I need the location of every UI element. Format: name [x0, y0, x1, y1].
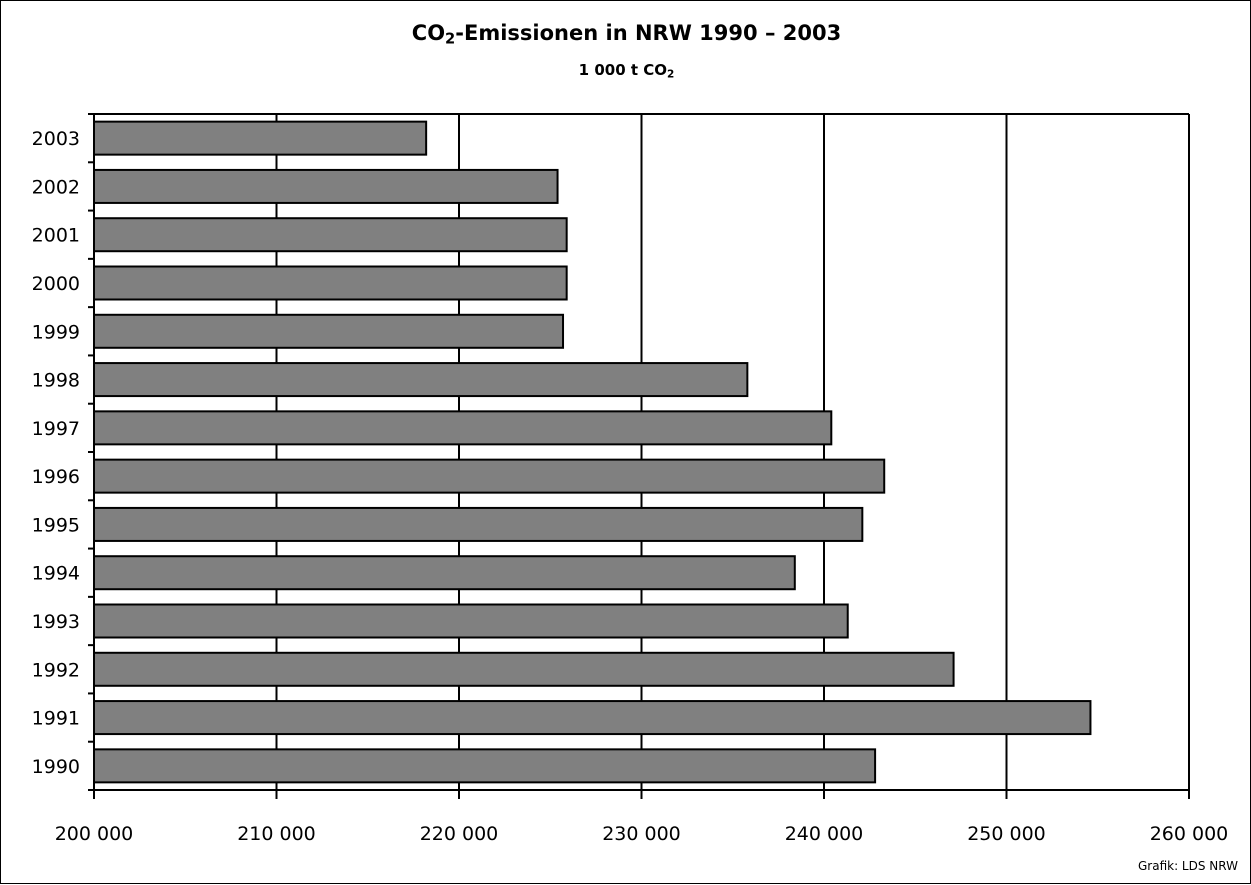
y-tick-label: 1998 — [32, 370, 80, 392]
y-tick-label: 1991 — [32, 708, 80, 730]
bar-1991 — [93, 700, 1092, 736]
bar-1990 — [93, 748, 877, 784]
bar-1998 — [93, 362, 749, 398]
y-tick-label: 1999 — [32, 321, 80, 343]
bar-1997 — [93, 410, 833, 446]
x-tick-label: 220 000 — [420, 823, 499, 845]
bar-1995 — [93, 506, 864, 542]
bar-2000 — [93, 265, 568, 301]
x-tick-label: 200 000 — [55, 823, 134, 845]
chart-credit: Grafik: LDS NRW — [1137, 859, 1238, 873]
chart-unit: 1 000 t CO2 — [578, 61, 675, 81]
y-tick-label: 1994 — [32, 563, 80, 585]
bar-1992 — [93, 651, 955, 687]
y-tick-label: 2001 — [32, 225, 80, 247]
chart-title: CO2-Emissionen in NRW 1990 – 2003 — [411, 21, 842, 48]
y-tick-label: 1995 — [32, 514, 80, 536]
x-tick-label: 240 000 — [785, 823, 864, 845]
y-tick-label: 1993 — [32, 611, 80, 633]
y-tick-label: 2000 — [32, 273, 80, 295]
y-tick-label: 1990 — [32, 756, 80, 778]
bar-1999 — [93, 313, 565, 349]
x-tick-label: 210 000 — [237, 823, 316, 845]
bar-1996 — [93, 458, 886, 494]
x-tick-label: 230 000 — [602, 823, 681, 845]
y-tick-label: 1997 — [32, 418, 80, 440]
y-tick-label: 2003 — [32, 128, 80, 150]
x-tick-label: 260 000 — [1150, 823, 1229, 845]
bar-1994 — [93, 555, 796, 591]
bar-2001 — [93, 217, 568, 253]
y-tick-label: 2002 — [32, 176, 80, 198]
y-tick-label: 1996 — [32, 466, 80, 488]
bar-2003 — [93, 120, 428, 156]
y-tick-label: 1992 — [32, 659, 80, 681]
x-tick-label: 250 000 — [967, 823, 1046, 845]
bar-2002 — [93, 168, 559, 204]
bar-1993 — [93, 603, 849, 639]
